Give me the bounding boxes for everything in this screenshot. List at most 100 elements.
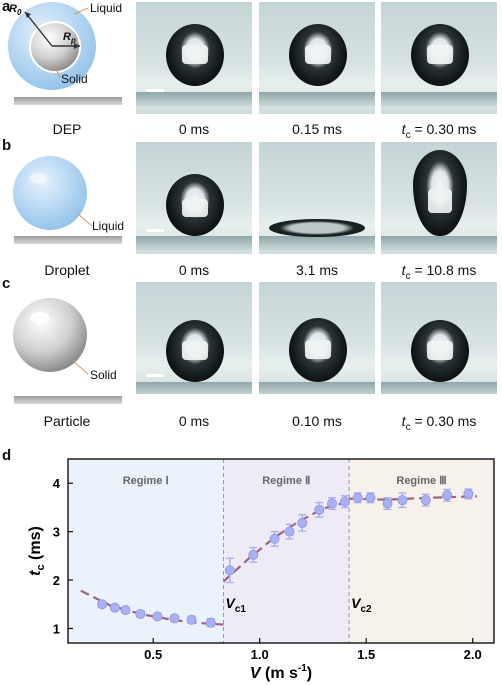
point-marker: [120, 605, 131, 616]
dep-solid-core: [29, 21, 81, 73]
r0-arrow: [24, 11, 53, 47]
point-marker: [109, 602, 120, 613]
regime-label-1: Regime Ⅰ: [123, 475, 169, 487]
r0-label: R0: [9, 3, 22, 18]
data-point-9: [224, 557, 235, 584]
point-marker: [135, 608, 146, 619]
y-tick-label-1: 1: [53, 621, 60, 636]
point-marker: [205, 617, 216, 628]
point-marker: [382, 498, 393, 509]
caption-c: Particle: [43, 413, 91, 429]
chart-text: Regime Ⅰ Regime Ⅱ Regime Ⅲ Vc1 Vc2 0.5 1.0 1.5 2…: [27, 475, 482, 682]
liquid-leader-a: [73, 7, 89, 15]
data-point-19: [382, 497, 393, 511]
data-point-5: [152, 611, 163, 622]
fit-curves: [80, 495, 478, 626]
fit-segment-2: [222, 500, 350, 583]
x-tick-label-2: 1.0: [251, 647, 269, 662]
solid-leader-a: [54, 65, 61, 79]
solid-label-a: Solid: [61, 72, 88, 86]
point-marker: [297, 517, 308, 528]
photo-b-2: [259, 142, 375, 254]
time-c-2: 0.10 ms: [292, 413, 342, 429]
time-b-3: tc = 10.8 ms: [401, 262, 477, 282]
data-point-3: [120, 605, 131, 616]
time-a-3: tc = 0.30 ms: [401, 121, 477, 141]
rp-arrowhead: [74, 43, 80, 49]
axes: [67, 458, 495, 644]
point-marker: [339, 496, 350, 507]
regime-bg-2: [223, 459, 350, 643]
fit-segment-3: [349, 495, 478, 501]
floor-c: [14, 396, 122, 404]
point-marker: [442, 490, 453, 501]
data-point-15: [327, 497, 338, 511]
y-tick-label-3: 3: [53, 525, 60, 540]
data-point-18: [365, 492, 376, 504]
data-point-10: [248, 546, 259, 563]
point-marker: [284, 526, 295, 537]
dep-schematic: [8, 2, 122, 105]
data-point-6: [169, 613, 180, 624]
x-axis-label: V (m s-1): [250, 663, 312, 682]
data-point-7: [186, 614, 197, 625]
solid-leader-c: [71, 359, 89, 375]
droplet-sphere: [13, 156, 87, 230]
photo-a-3: [381, 2, 497, 114]
particle-highlight: [30, 312, 50, 324]
data-point-16: [339, 495, 350, 509]
photo-b-3: [381, 142, 497, 254]
panel-letter-a: a: [2, 0, 11, 15]
y-axis-label: tc (ms): [27, 526, 47, 576]
scale-bar-b: [146, 229, 164, 232]
schematics-svg: [8, 2, 122, 404]
spreading-pancake: [269, 219, 365, 237]
regime-bg-1: [68, 459, 224, 643]
data-points: [97, 488, 474, 628]
data-point-17: [352, 492, 363, 504]
point-marker: [365, 492, 376, 503]
point-marker: [152, 611, 163, 622]
panel-letter-b: b: [2, 137, 12, 154]
y-tick-label-2: 2: [53, 573, 60, 588]
liquid-label-b: Liquid: [92, 219, 125, 233]
regime-label-2: Regime Ⅱ: [262, 475, 310, 487]
liquid-label-a: Liquid: [90, 1, 123, 15]
regime-backgrounds: [68, 459, 494, 643]
r0-arrowhead: [25, 12, 31, 18]
photo-a-2: [259, 2, 375, 114]
time-c-3: tc = 0.30 ms: [401, 413, 477, 433]
photo-c-3: [381, 282, 497, 394]
data-point-12: [284, 523, 295, 540]
solid-label-c: Solid: [90, 368, 117, 382]
scale-bar-c: [146, 374, 164, 377]
regime-bg-3: [349, 459, 494, 643]
panel-letter-c: c: [2, 275, 11, 292]
threshold-label-2: Vc2: [351, 595, 372, 615]
fit-segment-1: [80, 589, 224, 626]
point-marker: [314, 504, 325, 515]
time-a-2: 0.15 ms: [292, 121, 342, 137]
caption-b: Droplet: [44, 262, 90, 278]
particle-schematic: [13, 298, 122, 404]
time-c-1: 0 ms: [178, 413, 210, 429]
point-marker: [397, 495, 408, 506]
droplet-schematic: [13, 156, 122, 244]
panel-letter-d: d: [2, 447, 12, 464]
point-marker: [248, 549, 259, 560]
liquid-leader-b: [77, 213, 93, 227]
data-point-1: [97, 599, 108, 610]
photo-c-1: [136, 282, 252, 394]
point-marker: [463, 488, 474, 499]
time-a-1: 0 ms: [178, 121, 210, 137]
data-point-4: [135, 608, 146, 619]
data-point-21: [420, 493, 431, 507]
time-b-2: 3.1 ms: [295, 262, 338, 278]
y-tick-label-4: 4: [53, 476, 61, 491]
data-point-11: [269, 530, 280, 547]
x-tick-label-4: 2.0: [464, 647, 482, 662]
data-point-2: [109, 602, 120, 613]
point-marker: [169, 613, 180, 624]
data-point-22: [442, 488, 453, 502]
time-b-1: 0 ms: [178, 262, 210, 278]
